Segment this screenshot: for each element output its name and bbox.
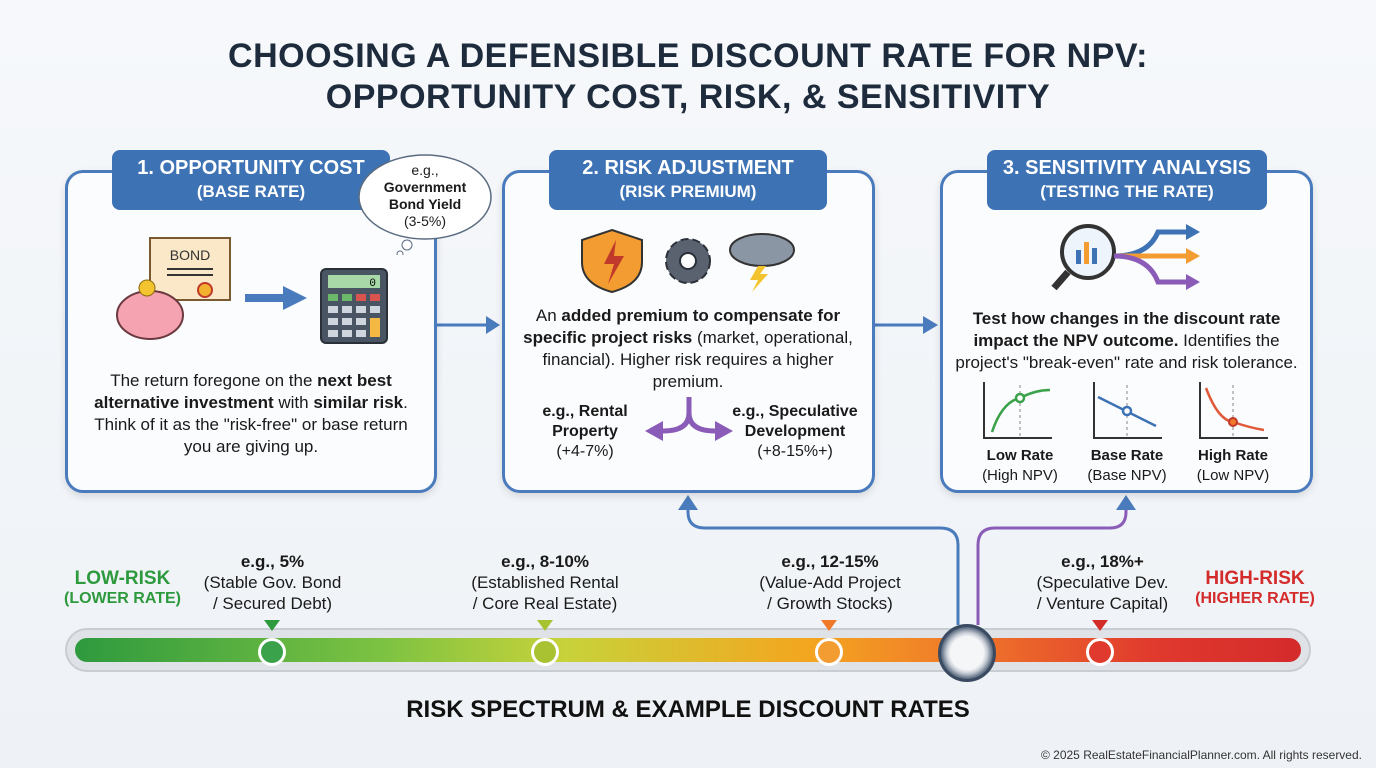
sensitivity-description: Test how changes in the discount rate im… — [955, 309, 1298, 372]
storm-cloud-icon — [729, 233, 795, 292]
marker-dot — [258, 638, 286, 666]
high-risk-label: HIGH-RISK (HIGHER RATE) — [1195, 568, 1315, 607]
graph-label-base: Base Rate (Base NPV) — [1087, 447, 1167, 484]
rental-property-example: e.g., Rental Property (+4-7%) — [525, 402, 645, 462]
spectrum-point-18: e.g., 18%+ (Speculative Dev. / Venture Cap… — [1036, 552, 1169, 613]
marker-triangle — [264, 620, 280, 631]
thought-bubble: e.g., Government Bond Yield (3-5%) — [355, 150, 495, 255]
cloud-icon — [358, 154, 492, 255]
marker-triangle — [537, 620, 553, 631]
risk-spectrum-bar — [65, 628, 1311, 672]
card-heading: 3. SENSITIVITY ANALYSIS — [1002, 157, 1252, 179]
copyright: © 2025 RealEstateFinancialPlanner.com. A… — [1040, 748, 1362, 762]
spectrum-caption: RISK SPECTRUM & EXAMPLE DISCOUNT RATES — [406, 696, 970, 723]
graph-label-high: High Rate (Low NPV) — [1196, 447, 1270, 484]
arrow-right-icon — [245, 286, 307, 310]
example-range: (+8-15%+) — [757, 443, 833, 460]
spectrum-point-8-10: e.g., 8-10% (Established Rental / Core Rea… — [471, 552, 619, 613]
marker-dot — [815, 638, 843, 666]
slider-knob[interactable] — [938, 624, 996, 682]
marker-triangle — [1092, 620, 1108, 631]
card-subheading: (RISK PREMIUM) — [619, 182, 757, 201]
thought-bold: Government Bond Yield — [383, 179, 467, 212]
marker-dot — [1086, 638, 1114, 666]
spectrum-point-5: e.g., 5% (Stable Gov. Bond / Secured Debt) — [203, 552, 342, 613]
magnifier-branching-arrows-icon — [1051, 224, 1200, 291]
fork-arrows-icon — [645, 397, 733, 441]
risk-adjustment-card — [502, 170, 875, 493]
risk-adjustment-header: 2. RISK ADJUSTMENT (RISK PREMIUM) — [549, 150, 827, 210]
marker-triangle — [821, 620, 837, 631]
piggy-bank-bond-icon: BOND — [116, 237, 231, 340]
title-line-1: CHOOSING A DEFENSIBLE DISCOUNT RATE FOR … — [228, 37, 1148, 75]
thought-range: (3-5%) — [403, 213, 446, 229]
sensitivity-analysis-card — [940, 170, 1313, 493]
risk-adjustment-description: An added premium to compensate for speci… — [523, 306, 853, 391]
thought-eg: e.g., — [411, 162, 439, 178]
opportunity-cost-description: The return foregone on the next best alt… — [94, 371, 408, 456]
example-label: e.g., Rental Property — [542, 403, 628, 440]
bond-label: BOND — [170, 247, 210, 263]
page-title: CHOOSING A DEFENSIBLE DISCOUNT RATE FOR … — [0, 36, 1376, 118]
title-line-2: OPPORTUNITY COST, RISK, & SENSITIVITY — [325, 78, 1051, 116]
npv-sensitivity-graphs — [983, 382, 1268, 439]
spectrum-point-12-15: e.g., 12-15% (Value-Add Project / Growth S… — [759, 552, 901, 613]
base-rate-graph — [1093, 382, 1162, 439]
example-label: e.g., Speculative Development — [732, 403, 858, 440]
high-rate-graph — [1199, 382, 1268, 439]
gear-icon — [665, 238, 711, 284]
opportunity-cost-header: 1. OPPORTUNITY COST (BASE RATE) — [112, 150, 390, 210]
calculator-display: 0 — [369, 278, 376, 290]
example-range: (+4-7%) — [556, 443, 614, 460]
speculative-development-example: e.g., Speculative Development (+8-15%+) — [730, 402, 860, 462]
low-risk-label: LOW-RISK (LOWER RATE) — [63, 568, 181, 607]
shield-lightning-icon — [581, 228, 643, 294]
marker-dot — [531, 638, 559, 666]
card-heading: 1. OPPORTUNITY COST — [137, 157, 365, 179]
card-subheading: (BASE RATE) — [196, 182, 306, 201]
graph-label-low: Low Rate (High NPV) — [982, 447, 1058, 484]
card-subheading: (TESTING THE RATE) — [1040, 182, 1214, 201]
low-rate-graph — [983, 382, 1052, 439]
risk-icons — [581, 228, 795, 294]
calculator-icon: 0 — [320, 268, 388, 344]
sensitivity-analysis-header: 3. SENSITIVITY ANALYSIS (TESTING THE RAT… — [987, 150, 1267, 210]
card-heading: 2. RISK ADJUSTMENT — [582, 157, 794, 179]
